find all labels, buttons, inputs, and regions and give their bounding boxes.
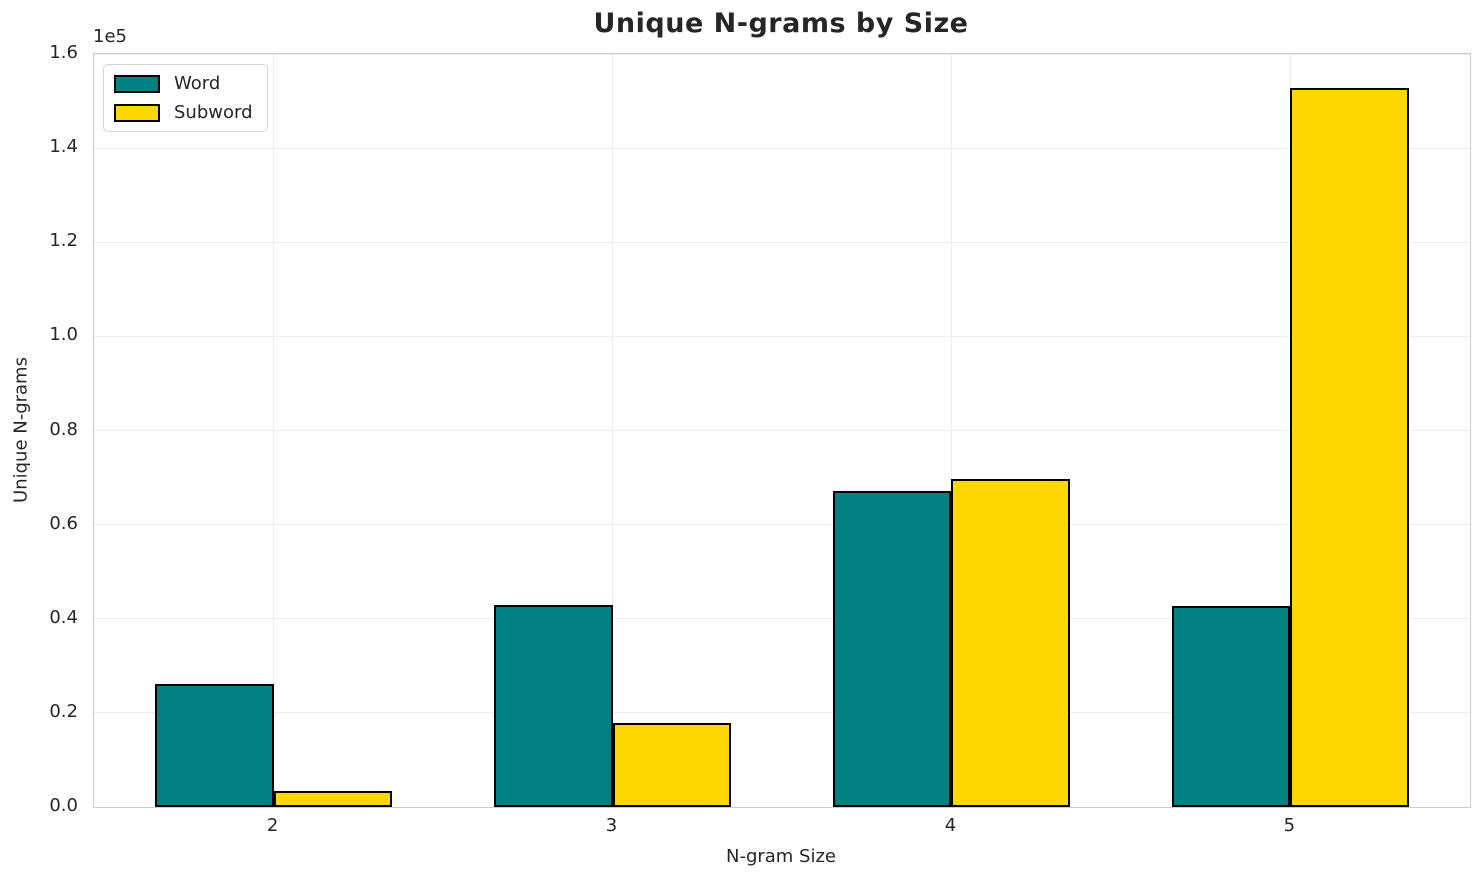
bar-subword-2: [273, 791, 393, 807]
bar-subword-4: [951, 478, 1071, 807]
legend: Word Subword: [103, 64, 268, 132]
y-tick-label: 0.0: [49, 795, 78, 816]
x-axis-label: N-gram Size: [725, 846, 837, 867]
bar-word-3: [493, 604, 613, 807]
y-axis-label: Unique N-grams: [10, 357, 32, 503]
y-tick-label: 0.4: [49, 606, 78, 628]
gridline-vertical: [612, 54, 614, 807]
bar-word-4: [832, 490, 952, 807]
y-tick-label: 1.4: [49, 136, 78, 158]
gridline-horizontal: [94, 524, 1470, 526]
plot-area: Word Subword: [93, 53, 1471, 808]
legend-item: Word: [114, 73, 253, 94]
y-tick-label: 0.2: [49, 700, 78, 722]
gridline-horizontal: [94, 335, 1470, 337]
legend-swatch-subword: [114, 103, 160, 122]
y-tick-label: 0.8: [49, 418, 78, 440]
x-tick-label: 4: [944, 815, 957, 836]
y-axis-offset-text: 1e5: [93, 26, 127, 47]
gridline-horizontal: [94, 712, 1470, 714]
gridline-vertical: [273, 54, 275, 807]
gridline-vertical: [950, 54, 952, 807]
x-tick-label: 5: [1283, 815, 1296, 836]
gridline-horizontal: [94, 53, 1470, 55]
x-tick-label: 3: [605, 815, 618, 836]
bar-subword-3: [612, 722, 732, 807]
gridline-horizontal: [94, 618, 1470, 620]
gridline-horizontal: [94, 430, 1470, 431]
legend-swatch-word: [114, 74, 160, 93]
legend-label: Subword: [174, 102, 253, 123]
bar-subword-5: [1290, 87, 1409, 807]
y-tick-label: 1.0: [49, 324, 78, 346]
legend-label: Word: [174, 73, 221, 94]
y-tick-label: 0.6: [49, 512, 78, 534]
y-tick-label: 1.2: [49, 230, 78, 252]
legend-item: Subword: [114, 102, 253, 123]
bar-word-5: [1171, 606, 1291, 807]
gridline-horizontal: [94, 241, 1470, 243]
x-tick-label: 2: [266, 815, 279, 836]
bar-word-2: [155, 683, 274, 807]
gridline-horizontal: [94, 147, 1470, 149]
chart-title: Unique N-grams by Size: [593, 8, 969, 39]
y-tick-label: 1.6: [49, 42, 78, 63]
